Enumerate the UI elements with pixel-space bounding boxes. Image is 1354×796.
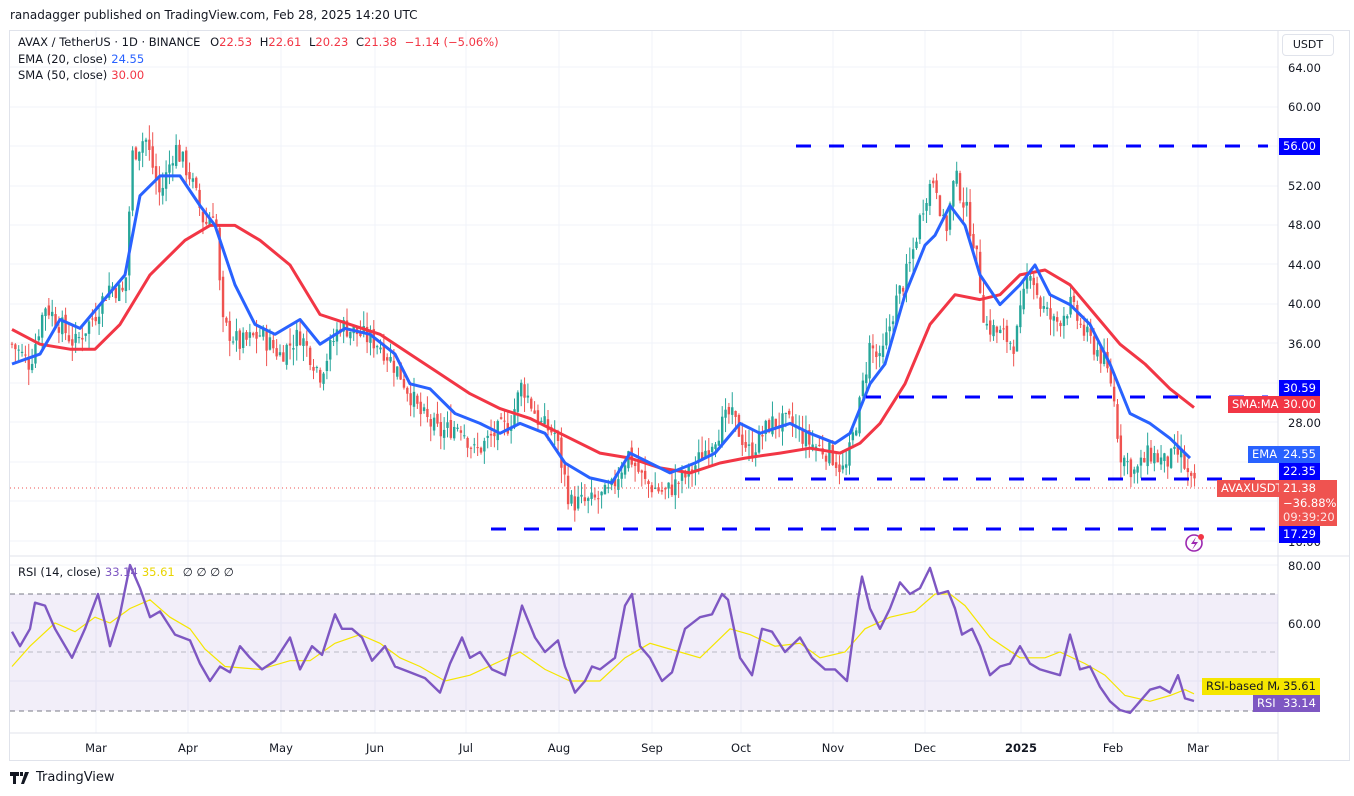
price-tick: 64.00 <box>1288 61 1321 75</box>
time-label: Oct <box>731 741 751 755</box>
time-label: May <box>269 741 293 755</box>
ema-axis-value: 24.55 <box>1279 446 1320 463</box>
price-tick: 40.00 <box>1288 297 1321 311</box>
price-tick: 60.00 <box>1288 100 1321 114</box>
currency-button[interactable]: USDT <box>1282 34 1334 56</box>
ema-axis-label: EMA <box>1248 446 1282 463</box>
sma-axis-label: SMA:MA <box>1228 396 1283 413</box>
ema-legend-value: 24.55 <box>111 52 145 66</box>
change-value: −1.14 (−5.06%) <box>404 35 499 49</box>
sma-axis-value: 30.00 <box>1279 396 1320 413</box>
symbol-axis-label: AVAXUSDT <box>1217 480 1287 497</box>
tradingview-logo[interactable]: TradingView <box>10 770 115 785</box>
open-value: 22.53 <box>219 35 253 49</box>
time-label: Mar <box>1187 741 1209 755</box>
time-label: Sep <box>641 741 663 755</box>
rsi-line <box>10 563 1195 715</box>
ema-line <box>11 174 1192 485</box>
ema-legend[interactable]: EMA (20, close) 24.55 <box>18 52 145 66</box>
rsi-tick: 60.00 <box>1288 617 1321 631</box>
rsi-legend-value: 33.14 <box>104 565 138 579</box>
level-1729-tag: 17.29 <box>1279 526 1320 543</box>
candlesticks <box>10 125 1196 522</box>
rsi-ma-legend-value: 35.61 <box>141 565 175 579</box>
rsi-ma-axis-value: 35.61 <box>1279 678 1320 695</box>
rsi-ma-axis-label: RSI-based MA <box>1202 678 1289 695</box>
sma-legend-value: 30.00 <box>111 68 145 82</box>
low-value: 20.23 <box>315 35 349 49</box>
rsi-tick: 80.00 <box>1288 559 1321 573</box>
price-tick: 36.00 <box>1288 337 1321 351</box>
lightning-alert-icon[interactable] <box>1185 534 1204 552</box>
time-label: Jul <box>459 741 473 755</box>
time-label: Apr <box>178 741 198 755</box>
rsi-axis-value: 33.14 <box>1279 695 1320 712</box>
rsi-axis-label: RSI <box>1253 695 1280 712</box>
time-label: Mar <box>85 741 107 755</box>
high-value: 22.61 <box>268 35 302 49</box>
level-3059-tag: 30.59 <box>1279 380 1320 397</box>
last-price-tag: 21.38 −36.88% 09:39:20 <box>1279 480 1337 526</box>
close-value: 21.38 <box>364 35 397 49</box>
price-tick: 52.00 <box>1288 179 1321 193</box>
publisher-line: ranadagger published on TradingView.com,… <box>10 8 418 22</box>
chart-frame <box>9 30 1350 761</box>
time-label: Nov <box>821 741 845 755</box>
price-tick: 44.00 <box>1288 258 1321 272</box>
time-label: Feb <box>1102 741 1124 755</box>
time-label: Aug <box>547 741 571 755</box>
time-label-year: 2025 <box>1004 741 1038 755</box>
time-label: Jun <box>366 741 384 755</box>
symbol-legend[interactable]: AVAX / TetherUS · 1D · BINANCE O22.53 H2… <box>18 35 499 49</box>
sma-legend[interactable]: SMA (50, close) 30.00 <box>18 68 145 82</box>
price-tick: 48.00 <box>1288 218 1321 232</box>
time-label: Dec <box>913 741 937 755</box>
rsi-legend[interactable]: RSI (14, close) 33.14 35.61 ∅ ∅ ∅ ∅ <box>18 565 234 579</box>
symbol-name: AVAX / TetherUS · 1D · BINANCE <box>18 35 201 49</box>
bar-countdown: 09:39:20 <box>1283 510 1335 524</box>
price-tick: 28.00 <box>1288 416 1321 430</box>
tradingview-logo-icon <box>10 771 29 784</box>
level-2235-tag: 22.35 <box>1279 463 1320 480</box>
rsi-ma-line <box>11 593 1195 702</box>
level-56-tag: 56.00 <box>1279 138 1320 155</box>
